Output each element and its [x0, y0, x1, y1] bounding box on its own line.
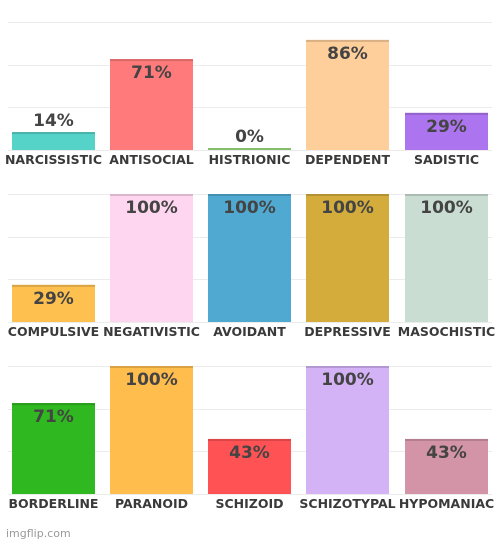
bar-paranoid	[110, 366, 193, 494]
chart-panel-3: 71% BORDERLINE 100% PARANOID 43% SCHIZOID 100%…	[8, 366, 494, 511]
bar-depressive	[306, 194, 389, 322]
value-label: 0%	[235, 127, 264, 147]
category-label: SCHIZOTYPAL	[299, 496, 395, 511]
bar-top-edge	[12, 284, 95, 287]
value-label: 100%	[223, 198, 276, 218]
bar-top-edge	[405, 194, 488, 196]
bar-top-edge	[306, 194, 389, 196]
value-label: 14%	[33, 111, 74, 131]
bar-schizotypal	[306, 366, 389, 494]
bar-masochistic	[405, 194, 488, 322]
bar-top-edge	[208, 438, 291, 441]
value-label: 86%	[327, 44, 368, 64]
value-label: 71%	[131, 63, 172, 83]
chart-panel-1: 14% NARCISSISTIC 71% ANTISOCIAL 0% HISTRIONIC…	[5, 22, 492, 167]
bar-top-edge	[12, 403, 95, 406]
bar-top-edge	[405, 112, 488, 115]
category-label: NEGATIVISTIC	[103, 324, 200, 339]
bar-avoidant	[208, 194, 291, 322]
category-label: MASOCHISTIC	[398, 324, 495, 339]
chart-panel-2: 29% COMPULSIVE 100% NEGATIVISTIC 100% AVOIDAN…	[8, 194, 495, 339]
category-label: AVOIDANT	[213, 324, 286, 339]
bar-dependent	[306, 39, 389, 150]
bar-top-edge	[110, 59, 193, 62]
bar-negativistic	[110, 194, 193, 322]
value-label: 100%	[125, 370, 178, 390]
value-label: 43%	[229, 443, 270, 463]
value-label: 71%	[33, 407, 74, 427]
bar-top-edge	[306, 39, 389, 42]
category-label: PARANOID	[115, 496, 188, 511]
bar-hypomaniac	[405, 438, 488, 494]
bar-top-edge	[12, 132, 95, 135]
value-label: 100%	[321, 370, 374, 390]
value-label: 100%	[420, 198, 473, 218]
category-label: HISTRIONIC	[209, 152, 291, 167]
bar-top-edge	[110, 366, 193, 368]
value-label: 29%	[426, 117, 467, 137]
category-label: COMPULSIVE	[8, 324, 99, 339]
value-label: 43%	[426, 443, 467, 463]
bar-sadistic	[405, 112, 488, 150]
bar-borderline	[12, 403, 95, 494]
bar-narcissistic	[12, 132, 95, 150]
bar-top-edge	[208, 148, 291, 150]
category-label: ANTISOCIAL	[109, 152, 193, 167]
category-label: NARCISSISTIC	[5, 152, 102, 167]
category-label: SCHIZOID	[215, 496, 283, 511]
bar-compulsive	[12, 284, 95, 322]
bar-top-edge	[306, 366, 389, 368]
bar-schizoid	[208, 438, 291, 494]
category-label: DEPRESSIVE	[304, 324, 391, 339]
category-label: DEPENDENT	[305, 152, 390, 167]
value-label: 100%	[321, 198, 374, 218]
category-label: SADISTIC	[414, 152, 479, 167]
bar-top-edge	[110, 194, 193, 196]
watermark: imgflip.com	[6, 527, 71, 540]
value-label: 29%	[33, 289, 74, 309]
category-label: BORDERLINE	[9, 496, 99, 511]
bar-top-edge	[208, 194, 291, 196]
bar-antisocial	[110, 59, 193, 151]
category-label: HYPOMANIAC	[399, 496, 494, 511]
bar-top-edge	[405, 438, 488, 441]
value-label: 100%	[125, 198, 178, 218]
